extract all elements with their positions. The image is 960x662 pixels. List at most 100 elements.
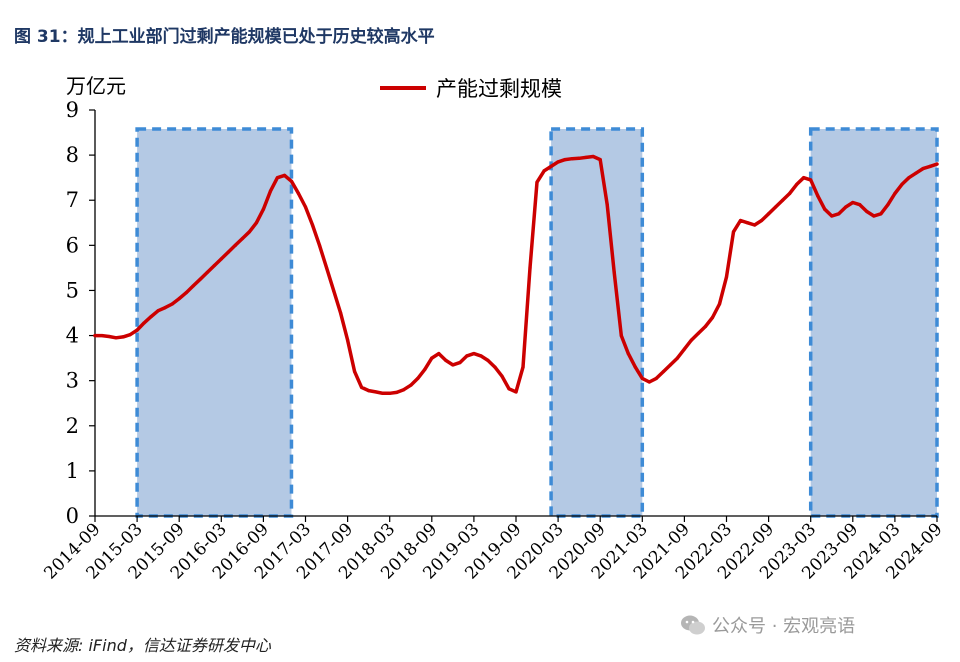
y-tick-label: 6 <box>66 233 79 257</box>
data-point <box>577 156 581 160</box>
data-point <box>240 236 244 241</box>
data-point <box>507 387 511 391</box>
data-point <box>879 212 883 216</box>
data-point <box>444 358 448 362</box>
source-note: 资料来源: iFind，信达证券研发中心 <box>14 636 271 655</box>
data-point <box>907 176 911 180</box>
data-point <box>675 356 679 360</box>
data-point <box>689 338 694 342</box>
data-point <box>598 158 602 162</box>
data-point <box>795 182 799 187</box>
data-point <box>752 223 757 227</box>
data-point <box>830 214 834 218</box>
y-tick-label: 8 <box>66 143 79 167</box>
data-point <box>170 302 174 306</box>
data-point <box>570 157 574 161</box>
data-point <box>682 347 687 351</box>
y-tick-label: 5 <box>66 278 79 302</box>
data-point <box>282 173 287 178</box>
data-point <box>710 315 715 320</box>
data-point <box>317 243 322 247</box>
data-point <box>500 374 504 378</box>
data-point <box>451 363 455 367</box>
y-tick-label: 0 <box>66 504 79 528</box>
y-tick-label: 4 <box>66 324 79 348</box>
data-point <box>928 164 932 168</box>
data-point <box>584 155 588 159</box>
data-point <box>128 333 132 337</box>
data-point <box>219 257 223 261</box>
data-point <box>233 243 237 247</box>
data-point <box>416 376 420 381</box>
data-point <box>296 191 301 196</box>
data-point <box>935 162 939 166</box>
data-point <box>851 200 855 205</box>
legend-label: 产能过剩规模 <box>436 77 562 101</box>
data-point <box>254 221 258 225</box>
data-point <box>612 270 616 274</box>
data-point <box>640 376 644 381</box>
data-point <box>731 230 736 234</box>
data-point <box>858 203 862 207</box>
data-point <box>556 160 560 164</box>
data-point <box>184 291 188 295</box>
highlight-ranges <box>135 127 939 518</box>
data-point <box>437 352 441 356</box>
data-point <box>198 277 202 281</box>
data-point <box>142 321 146 325</box>
data-point <box>717 302 722 306</box>
data-point <box>163 305 167 310</box>
data-point <box>135 328 139 332</box>
data-point <box>900 182 904 187</box>
data-point <box>865 209 869 214</box>
data-point <box>205 270 209 274</box>
data-point <box>388 391 392 395</box>
data-point <box>310 223 315 227</box>
data-point <box>423 367 427 371</box>
data-point <box>647 380 651 384</box>
data-point <box>395 390 399 394</box>
data-point <box>367 388 371 393</box>
data-point <box>591 154 595 159</box>
data-point <box>268 189 273 193</box>
data-point <box>661 370 665 374</box>
data-point <box>528 266 532 270</box>
data-point <box>360 385 364 390</box>
data-point <box>353 370 357 374</box>
data-point <box>914 171 918 175</box>
data-point <box>872 214 876 218</box>
data-point <box>626 352 630 356</box>
data-point <box>289 179 294 183</box>
data-point <box>156 309 160 313</box>
data-point <box>893 191 897 196</box>
legend: 产能过剩规模 <box>380 77 562 101</box>
data-point <box>107 334 111 339</box>
data-point <box>724 275 729 279</box>
data-point <box>121 335 125 339</box>
wechat-icon <box>681 615 705 635</box>
highlight-range-1 <box>135 127 294 518</box>
data-point <box>759 218 764 223</box>
data-point <box>816 194 820 198</box>
data-point <box>563 158 567 162</box>
data-point <box>542 169 546 173</box>
data-point <box>381 391 385 395</box>
watermark-text: 公众号 · 宏观亮语 <box>712 616 856 637</box>
data-point <box>331 288 336 293</box>
data-point <box>738 218 743 223</box>
data-point <box>809 178 813 182</box>
data-point <box>472 352 476 356</box>
data-point <box>409 383 413 387</box>
data-point <box>521 365 525 369</box>
data-point <box>430 356 434 360</box>
data-point <box>802 176 806 180</box>
data-point <box>303 205 308 209</box>
watermark: 公众号 · 宏观亮语 <box>680 612 855 638</box>
y-tick-label: 3 <box>66 369 79 393</box>
data-point <box>93 333 97 338</box>
data-point <box>458 361 462 365</box>
data-point <box>823 207 827 211</box>
data-point <box>633 365 637 369</box>
data-point <box>844 205 848 209</box>
